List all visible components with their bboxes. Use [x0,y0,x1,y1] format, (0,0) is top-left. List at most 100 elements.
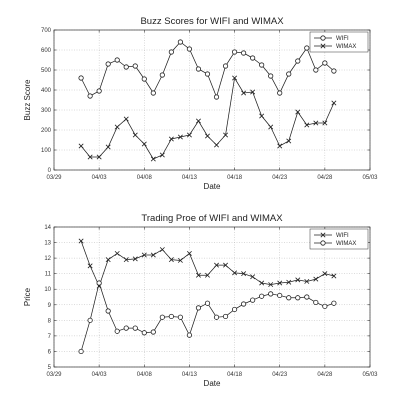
data-point-wimax [304,294,310,300]
data-point-wimax [223,132,229,138]
data-point-wimax [195,305,202,311]
data-point-wimax [232,75,238,81]
x-tick-label: 04/13 [182,372,198,378]
data-point-wimax [205,133,210,139]
data-point-wimax [222,313,229,320]
data-point-wifi [277,90,283,96]
data-point-wimax [259,113,265,119]
legend-marker-wimax [320,240,326,246]
data-point-wimax [159,152,165,158]
data-point-wifi [250,274,256,280]
data-point-wifi [313,276,319,282]
series-wifi [78,238,337,289]
series-wimax [78,280,337,355]
y-tick-label: 11 [45,272,52,278]
data-point-wimax [177,314,183,320]
data-point-wifi [141,76,147,82]
data-point-wifi [295,277,301,283]
chart-panel-2: 5 6 7 8 9 10 11 12 13 14 03/29 04/03 04/08 04/13 04/18… [23,213,378,388]
y-axis-label: Buzz Score [23,79,32,120]
x-tick-label: 04/28 [317,175,333,181]
data-point-wimax [313,120,319,126]
data-point-wimax [123,325,129,331]
data-point-wifi [331,273,337,279]
x-tick-label: 05/03 [362,175,378,181]
data-point-wimax [159,314,165,320]
data-point-wifi [195,66,202,72]
data-point-wimax [150,156,156,162]
data-point-wimax [96,280,102,286]
data-point-wifi [114,250,120,256]
data-point-wimax [105,308,111,314]
data-point-wimax [87,317,93,323]
plot-area [54,30,370,170]
legend-label-wimax: WIMAX [336,241,356,247]
data-point-wimax [322,303,328,309]
data-point-wifi [150,90,156,96]
data-point-wimax [105,144,111,150]
y-tick-label: 8 [48,318,52,324]
data-point-wifi [241,50,247,56]
data-point-wifi [87,263,93,269]
chart-title: Buzz Scores for WIFI and WIMAX [140,16,284,27]
x-tick-label: 04/23 [272,175,288,181]
data-point-wifi [186,250,192,256]
legend: WIFI WIMAX [309,31,369,53]
data-point-wifi [159,72,165,78]
series-wimax [78,75,337,162]
legend-label-wimax: WIMAX [336,44,356,50]
data-point-wimax [331,300,337,306]
data-point-wimax [213,314,220,320]
y-tick-label: 10 [44,287,51,293]
x-tick-label: 04/18 [227,175,243,181]
data-point-wifi [241,271,247,277]
y-tick-label: 13 [44,241,51,247]
y-tick-label: 0 [48,168,52,174]
y-tick-label: 7 [48,334,52,340]
data-point-wifi [268,73,274,79]
data-point-wimax [304,122,310,128]
data-point-wimax [132,132,138,138]
data-point-wimax [313,299,319,306]
y-axis-label: Price [23,287,32,306]
legend-marker-wifi [320,232,326,238]
data-point-wimax [186,332,193,338]
data-point-wifi [150,252,156,258]
data-point-wimax [268,291,274,297]
y-tick-label: 700 [41,28,52,34]
legend-marker-wifi [320,35,326,41]
data-point-wifi [132,63,138,69]
data-point-wifi [114,57,120,63]
data-point-wimax [132,325,138,331]
data-point-wifi [177,257,183,263]
data-point-wimax [250,89,256,95]
y-tick-label: 9 [48,303,52,309]
data-point-wifi [268,282,274,288]
data-point-wimax [78,143,84,149]
data-point-wifi [96,88,102,94]
data-point-wifi [78,238,84,244]
legend-marker-wimax [320,43,326,49]
data-point-wifi [105,61,111,67]
data-point-wimax [141,330,147,336]
data-point-wifi [168,257,174,263]
x-tick-label: 04/28 [317,372,333,378]
x-tick-label: 04/18 [227,372,243,378]
data-point-wifi [204,71,211,77]
data-point-wimax [214,142,219,148]
plot-frame [53,29,371,171]
data-point-wifi [223,262,229,268]
data-point-wimax [286,295,292,301]
data-point-wimax [177,134,183,140]
y-tick-label: 200 [41,128,52,134]
data-point-wifi [295,58,301,64]
data-point-wifi [78,75,84,81]
data-point-wifi [213,94,220,100]
data-point-wifi [322,60,328,66]
data-point-wimax [186,132,192,138]
y-tick-label: 5 [48,365,52,371]
data-point-wifi [313,67,319,73]
data-point-wifi [195,272,201,278]
data-point-wimax [231,306,238,313]
